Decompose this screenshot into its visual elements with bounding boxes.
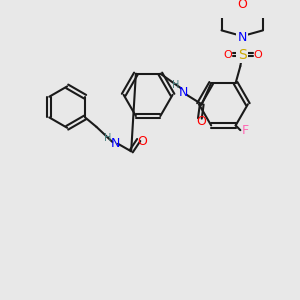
Text: F: F [242, 124, 249, 137]
Text: N: N [238, 32, 247, 44]
Text: O: O [237, 0, 247, 11]
Text: H: H [172, 80, 179, 90]
Text: N: N [178, 86, 188, 100]
Text: N: N [110, 137, 120, 150]
Text: O: O [137, 135, 147, 148]
Text: O: O [224, 50, 233, 60]
Text: O: O [196, 115, 206, 128]
Text: O: O [253, 50, 262, 60]
Text: H: H [104, 133, 111, 143]
Text: S: S [238, 48, 247, 62]
